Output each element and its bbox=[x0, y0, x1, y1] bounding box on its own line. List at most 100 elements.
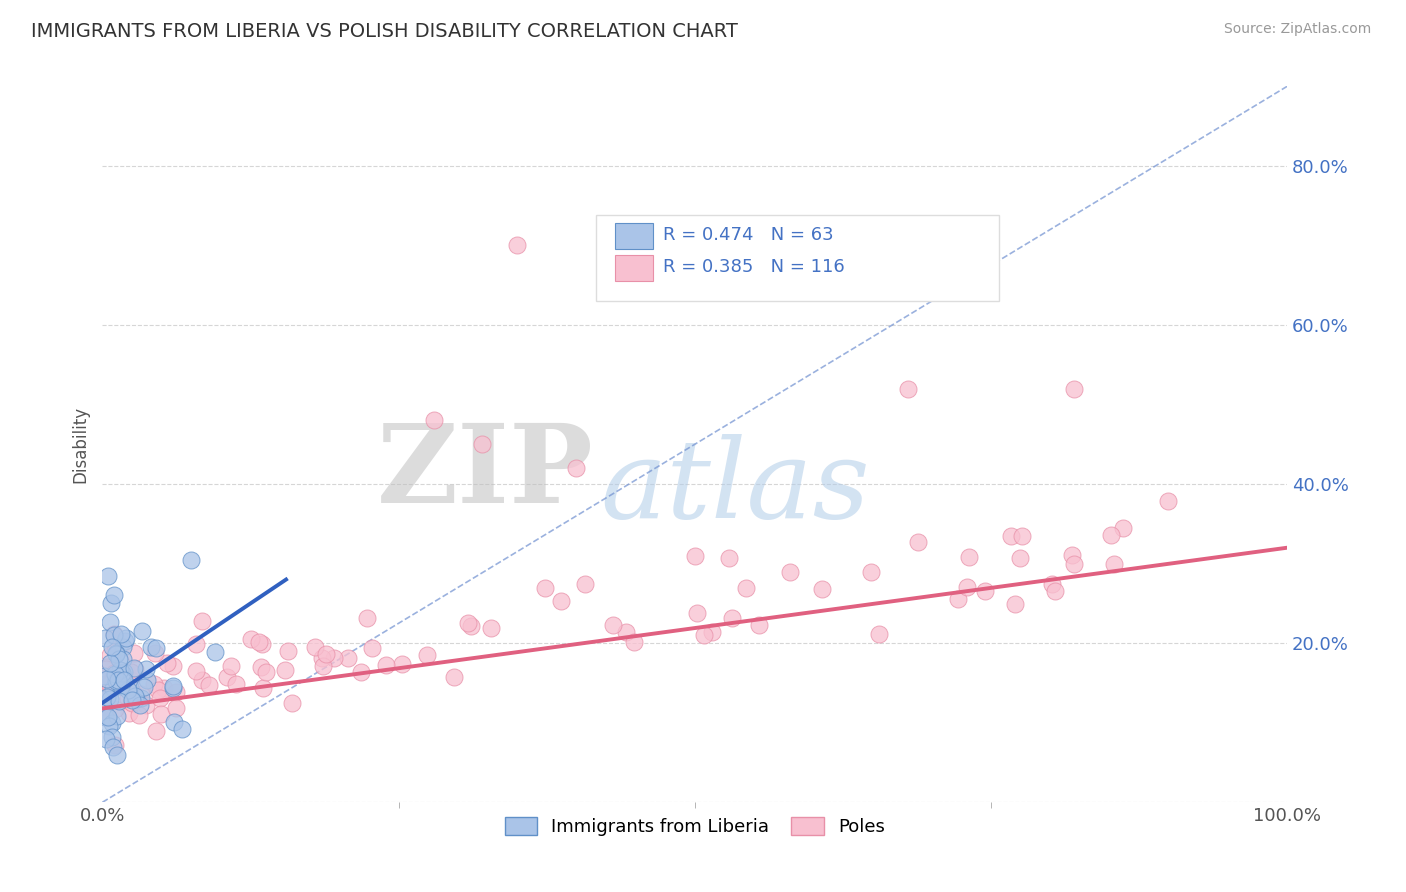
Point bbox=[322, 651, 344, 665]
Point bbox=[281, 696, 304, 710]
Point bbox=[104, 738, 127, 752]
Point bbox=[97, 568, 120, 582]
Point bbox=[337, 650, 360, 665]
Point bbox=[1062, 548, 1084, 562]
Point bbox=[735, 581, 758, 595]
Point bbox=[204, 645, 226, 659]
Point bbox=[98, 677, 121, 691]
Point bbox=[94, 632, 117, 646]
Point bbox=[156, 656, 179, 670]
Point bbox=[96, 662, 118, 676]
Point bbox=[460, 619, 482, 633]
Point bbox=[165, 701, 187, 715]
Point bbox=[565, 461, 588, 475]
Point bbox=[120, 665, 142, 680]
Point bbox=[304, 640, 326, 655]
Point bbox=[114, 634, 136, 648]
Point bbox=[1112, 521, 1135, 535]
Point bbox=[142, 677, 165, 691]
Point bbox=[105, 747, 128, 762]
Y-axis label: Disability: Disability bbox=[72, 406, 89, 483]
Point bbox=[124, 689, 146, 703]
Point bbox=[457, 616, 479, 631]
Point bbox=[111, 652, 134, 666]
Point bbox=[107, 673, 129, 687]
Point bbox=[97, 710, 120, 724]
Point bbox=[100, 596, 122, 610]
Point bbox=[101, 730, 124, 744]
Point bbox=[973, 584, 995, 599]
Point bbox=[110, 627, 132, 641]
Point bbox=[254, 665, 277, 679]
Point bbox=[907, 535, 929, 549]
Point bbox=[122, 646, 145, 660]
Point bbox=[186, 637, 208, 651]
Point bbox=[108, 678, 131, 692]
Point bbox=[779, 565, 801, 579]
Point bbox=[184, 665, 207, 679]
Point bbox=[129, 698, 152, 712]
Point bbox=[93, 668, 115, 682]
Point bbox=[100, 673, 122, 688]
Point bbox=[391, 657, 413, 671]
Point bbox=[131, 624, 153, 638]
Point bbox=[150, 707, 173, 722]
Point bbox=[692, 628, 714, 642]
Point bbox=[145, 641, 167, 656]
Text: ZIP: ZIP bbox=[377, 419, 595, 526]
Point bbox=[96, 709, 118, 723]
Point bbox=[1102, 558, 1125, 572]
Point bbox=[250, 637, 273, 651]
Point bbox=[443, 670, 465, 684]
Point bbox=[1004, 598, 1026, 612]
Point bbox=[121, 697, 143, 711]
Point bbox=[105, 674, 128, 689]
Point bbox=[112, 673, 135, 687]
Point bbox=[720, 611, 742, 625]
Point bbox=[162, 714, 184, 729]
Point bbox=[96, 659, 118, 673]
Point bbox=[94, 700, 117, 714]
Point bbox=[111, 670, 134, 684]
Point bbox=[1010, 550, 1032, 565]
Point bbox=[105, 708, 128, 723]
Point bbox=[602, 618, 624, 632]
Point bbox=[115, 631, 138, 645]
Point bbox=[1063, 382, 1085, 396]
Point bbox=[103, 627, 125, 641]
Point bbox=[1040, 577, 1063, 591]
Point bbox=[93, 691, 115, 706]
Point bbox=[859, 565, 882, 579]
Point bbox=[98, 691, 121, 706]
Point bbox=[112, 665, 135, 680]
Point bbox=[1011, 529, 1033, 543]
Point bbox=[104, 667, 127, 681]
Point bbox=[111, 676, 134, 690]
Point bbox=[98, 615, 121, 629]
Point bbox=[277, 644, 299, 658]
Point bbox=[240, 632, 263, 647]
Point bbox=[125, 692, 148, 706]
Point bbox=[107, 652, 129, 666]
Point bbox=[423, 413, 446, 427]
Point bbox=[124, 662, 146, 676]
Point bbox=[198, 677, 221, 691]
Point bbox=[105, 647, 128, 661]
Point bbox=[121, 692, 143, 706]
Point bbox=[120, 673, 142, 688]
Point bbox=[146, 682, 169, 697]
Legend: Immigrants from Liberia, Poles: Immigrants from Liberia, Poles bbox=[498, 810, 893, 843]
Point bbox=[149, 691, 172, 706]
Point bbox=[897, 382, 920, 396]
Point bbox=[135, 698, 157, 713]
Point bbox=[506, 238, 529, 252]
Point bbox=[356, 611, 378, 625]
Point bbox=[118, 706, 141, 720]
Point bbox=[683, 549, 706, 563]
Point bbox=[100, 677, 122, 691]
Point bbox=[101, 681, 124, 695]
Point bbox=[103, 589, 125, 603]
Point bbox=[118, 681, 141, 695]
Point bbox=[1000, 529, 1022, 543]
Point bbox=[112, 673, 135, 687]
